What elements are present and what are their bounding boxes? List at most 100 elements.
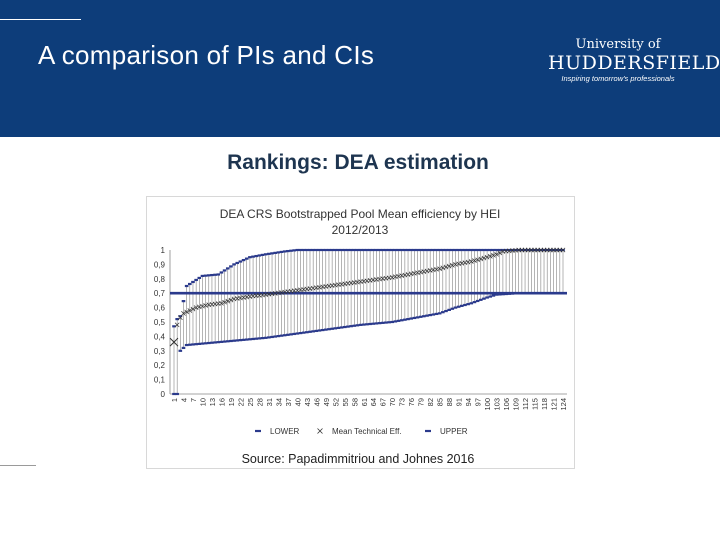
mean-point <box>478 256 484 262</box>
legend-label: Mean Technical Eff. <box>332 427 402 436</box>
logo-line1: University of <box>575 37 661 52</box>
mean-point <box>475 257 480 263</box>
x-tick-label: 4 <box>179 398 188 402</box>
x-tick-label: 76 <box>407 398 416 406</box>
x-tick-label: 91 <box>455 398 464 406</box>
x-tick-label: 7 <box>189 398 198 402</box>
y-tick-label: 0,8 <box>154 275 166 284</box>
chart-title-line1: DEA CRS Bootstrapped Pool Mean efficienc… <box>219 207 501 221</box>
chart-frame <box>146 196 575 469</box>
x-tick-label: 64 <box>369 398 378 406</box>
mean-point <box>181 311 186 316</box>
legend-item: Mean Technical Eff. <box>317 427 402 436</box>
y-tick-label: 0,2 <box>154 361 166 370</box>
x-tick-label: 103 <box>493 398 502 411</box>
x-tick-label: 16 <box>217 398 226 406</box>
x-tick-label: 22 <box>236 398 245 406</box>
x-tick-label: 19 <box>227 398 236 406</box>
series-mean-technical-eff <box>169 247 566 347</box>
y-tick-label: 0,7 <box>154 289 166 298</box>
legend: LOWER Mean Technical Eff. UPPER <box>255 427 468 436</box>
mean-point <box>177 315 183 321</box>
series-lower <box>172 292 565 396</box>
x-tick-label: 61 <box>360 398 369 406</box>
mean-point <box>449 262 455 268</box>
x-tick-label: 85 <box>436 398 445 406</box>
x-tick-label: 52 <box>331 398 340 406</box>
y-tick-label: 0,9 <box>154 260 166 269</box>
mean-point <box>491 252 496 258</box>
mean-point <box>225 298 231 304</box>
y-tick-label: 0,6 <box>154 304 166 313</box>
mean-point <box>174 322 180 328</box>
y-tick-label: 1 <box>161 246 166 255</box>
x-tick-label: 40 <box>293 398 302 406</box>
x-tick-label: 112 <box>521 398 530 410</box>
series-upper <box>172 248 565 328</box>
mean-point <box>228 297 234 303</box>
x-tick-label: 70 <box>388 398 397 406</box>
y-axis-labels: 0 0,1 0,2 0,3 0,4 0,5 0,6 0,7 0,8 0,9 1 <box>154 246 166 399</box>
x-tick-label: 109 <box>512 398 521 411</box>
mean-point <box>443 264 449 270</box>
source-note: Source: Papadimmitriou and Johnes 2016 <box>241 452 475 466</box>
slide-title: A comparison of PIs and CIs <box>38 40 375 70</box>
x-tick-label: 106 <box>502 398 511 411</box>
x-tick-label: 79 <box>417 398 426 406</box>
mean-point <box>497 250 503 256</box>
mean-point <box>560 247 566 253</box>
x-tick-label: 34 <box>274 398 283 406</box>
confidence-interval-bars <box>173 250 564 394</box>
x-tick-label: 124 <box>559 398 568 411</box>
header-banner: A comparison of PIs and CIs University o… <box>0 0 720 137</box>
mean-point <box>481 255 487 261</box>
y-tick-label: 0 <box>161 390 166 399</box>
x-tick-label: 1 <box>170 398 179 402</box>
legend-label: LOWER <box>270 427 300 436</box>
slide-subtitle: Rankings: DEA estimation <box>227 151 489 174</box>
x-tick-label: 37 <box>284 398 293 406</box>
mean-point <box>446 263 452 269</box>
x-tick-label: 115 <box>531 398 540 410</box>
x-tick-label: 13 <box>208 398 217 406</box>
legend-item: UPPER <box>425 427 468 436</box>
x-tick-label: 58 <box>350 398 359 406</box>
university-logo: University of HUDDERSFIELD Inspiring tom… <box>548 37 720 84</box>
x-tick-label: 121 <box>550 398 559 411</box>
y-tick-label: 0,4 <box>154 332 166 341</box>
legend-x-icon <box>317 428 323 434</box>
x-tick-label: 31 <box>265 398 274 406</box>
x-tick-label: 97 <box>474 398 483 406</box>
mean-point <box>437 266 443 272</box>
x-tick-label: 67 <box>379 398 388 406</box>
x-tick-label: 55 <box>341 398 350 406</box>
x-tick-label: 82 <box>426 398 435 406</box>
x-tick-label: 88 <box>445 398 454 406</box>
x-tick-label: 46 <box>312 398 321 406</box>
x-tick-label: 100 <box>483 398 492 411</box>
mean-point <box>187 308 193 313</box>
mean-point <box>487 253 493 259</box>
x-tick-label: 43 <box>303 398 312 406</box>
x-tick-label: 10 <box>198 398 207 406</box>
legend-item: LOWER <box>255 427 300 436</box>
footer-rule <box>0 465 36 466</box>
mean-point-first <box>169 337 179 347</box>
mean-point <box>472 258 477 264</box>
x-tick-label: 73 <box>398 398 407 406</box>
mean-point <box>222 299 227 305</box>
mean-point <box>494 251 499 257</box>
x-tick-label: 49 <box>322 398 331 406</box>
x-axis-labels: 1 4 7 10 13 16 19 22 25 28 31 34 37 40 43 46 49 52 55 58 61 6… <box>170 398 568 411</box>
mean-point <box>484 254 490 260</box>
logo-tagline: Inspiring tomorrow's professionals <box>561 74 675 83</box>
chart-title-line2: 2012/2013 <box>331 223 389 237</box>
chart-title: DEA CRS Bootstrapped Pool Mean efficienc… <box>170 206 550 238</box>
legend-label: UPPER <box>440 427 468 436</box>
header-rule <box>0 19 81 20</box>
x-tick-label: 94 <box>464 398 473 406</box>
y-tick-label: 0,3 <box>154 347 166 356</box>
mean-point <box>219 300 224 306</box>
logo-line2: HUDDERSFIELD <box>548 52 720 74</box>
mean-point <box>440 265 446 271</box>
